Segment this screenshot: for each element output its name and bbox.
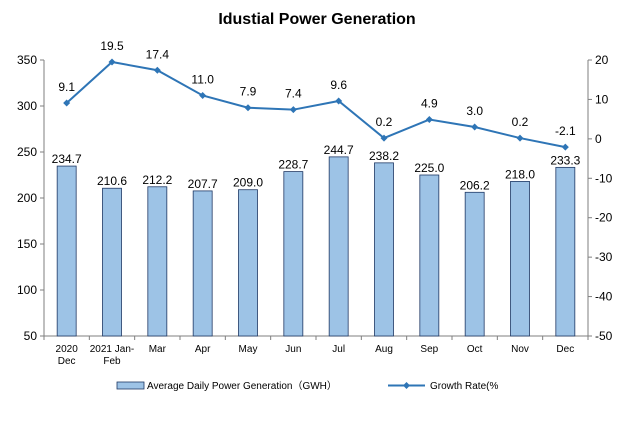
line-point xyxy=(63,99,71,107)
line-series xyxy=(63,58,569,151)
left-tick-label: 50 xyxy=(24,329,38,343)
category-label: Aug xyxy=(375,344,393,355)
bar xyxy=(56,165,77,337)
category-label: May xyxy=(239,344,258,355)
bar xyxy=(419,174,440,337)
left-tick-label: 200 xyxy=(17,191,37,205)
line-point xyxy=(380,134,388,142)
left-tick-label: 100 xyxy=(17,283,37,297)
category-label: Nov xyxy=(511,344,529,355)
bar-value-label: 234.7 xyxy=(52,152,82,166)
left-tick-label: 250 xyxy=(17,145,37,159)
bar-value-label: 210.6 xyxy=(97,174,127,188)
bar-value-label: 228.7 xyxy=(278,158,308,172)
right-tick-label: -50 xyxy=(595,329,613,343)
line-value-label: 17.4 xyxy=(146,47,170,61)
legend: Average Daily Power Generation（GWH） Grow… xyxy=(116,380,498,392)
right-tick-label: -30 xyxy=(595,250,613,264)
line-point xyxy=(471,123,479,131)
bar xyxy=(464,191,485,337)
bar xyxy=(147,186,168,337)
bar xyxy=(555,166,576,337)
axes: 3503002502001501005020100-10-20-30-40-50… xyxy=(17,53,613,367)
line-value-label: -2.1 xyxy=(555,124,576,138)
category-label: 2020 Dec xyxy=(56,344,79,367)
left-tick-label: 300 xyxy=(17,99,37,113)
line-value-label: 0.2 xyxy=(376,115,393,129)
category-label: Sep xyxy=(420,344,438,355)
category-label: Jun xyxy=(285,344,301,355)
line-value-label: 4.9 xyxy=(421,97,438,111)
line-point xyxy=(561,143,569,151)
line-value-label: 7.9 xyxy=(240,85,257,99)
bar-value-label: 207.7 xyxy=(188,177,218,191)
growth-rate-line xyxy=(65,60,566,149)
bar xyxy=(283,171,304,337)
line-value-label: 9.6 xyxy=(330,78,347,92)
line-point xyxy=(335,97,343,105)
legend-bar-swatch xyxy=(116,381,145,390)
right-tick-label: -40 xyxy=(595,290,613,304)
legend-line-marker xyxy=(403,382,410,389)
data-labels: 234.7 210.6 212.2 207.7 209.0 228.7 244.7 238.2… xyxy=(52,39,581,192)
line-point xyxy=(425,116,433,124)
right-tick-label: -10 xyxy=(595,171,613,185)
bar-value-label: 218.0 xyxy=(505,167,535,181)
line-point xyxy=(153,66,161,74)
category-label: Mar xyxy=(149,344,167,355)
category-label: 2021 Jan-Feb xyxy=(90,344,134,367)
line-value-label: 9.1 xyxy=(58,80,75,94)
bar xyxy=(510,181,530,337)
legend-bar-label: Average Daily Power Generation（GWH） xyxy=(147,380,337,392)
bar xyxy=(238,189,258,337)
left-tick-label: 150 xyxy=(17,237,37,251)
category-label: Jul xyxy=(332,344,345,355)
legend-line-label: Growth Rate(% xyxy=(430,381,498,392)
right-tick-label: 10 xyxy=(595,92,609,106)
left-tick-label: 350 xyxy=(17,53,37,67)
line-point xyxy=(289,106,297,114)
bar xyxy=(192,190,213,337)
line-point xyxy=(516,134,524,142)
category-label: Apr xyxy=(195,344,211,355)
bar-series xyxy=(56,156,576,337)
bar-value-label: 212.2 xyxy=(142,173,172,187)
right-tick-label: -20 xyxy=(595,211,613,225)
bar-value-label: 209.0 xyxy=(233,176,263,190)
line-point xyxy=(244,104,252,112)
chart-title: Idustial Power Generation xyxy=(218,11,415,28)
line-value-label: 7.4 xyxy=(285,87,302,101)
bar xyxy=(102,187,122,337)
line-value-label: 0.2 xyxy=(512,115,529,129)
bar-value-label: 225.0 xyxy=(414,161,444,175)
bar xyxy=(328,156,349,337)
bar-value-label: 233.3 xyxy=(550,153,580,167)
category-label: Oct xyxy=(467,344,483,355)
bar-value-label: 206.2 xyxy=(460,178,490,192)
right-tick-label: 20 xyxy=(595,53,609,67)
line-point xyxy=(108,58,116,66)
bar-value-label: 244.7 xyxy=(324,143,354,157)
bar xyxy=(374,162,394,337)
line-point xyxy=(199,91,207,99)
line-value-label: 11.0 xyxy=(191,72,214,86)
line-value-label: 3.0 xyxy=(466,104,483,118)
right-tick-label: 0 xyxy=(595,132,602,146)
category-label: Dec xyxy=(556,344,574,355)
line-value-label: 19.5 xyxy=(100,39,124,53)
bar-value-label: 238.2 xyxy=(369,149,399,163)
